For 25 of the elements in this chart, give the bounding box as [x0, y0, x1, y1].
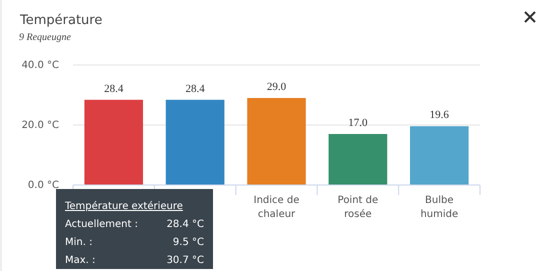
- y-tick-label: 40.0 °C: [22, 60, 60, 72]
- bar: [328, 134, 388, 185]
- data-label: 17.0: [348, 117, 368, 129]
- text: Température extérieure: [64, 201, 183, 212]
- text: Max. :: [65, 255, 96, 266]
- bar: [410, 126, 469, 185]
- text: Min. :: [65, 237, 92, 248]
- data-label: 28.4: [104, 82, 124, 95]
- x-tick-label: Indice de chaleur: [254, 195, 300, 220]
- bar: [166, 100, 224, 185]
- data-label: 29.0: [266, 81, 287, 93]
- text: 9.5 °C: [172, 237, 204, 248]
- bar: [84, 100, 144, 185]
- y-tick-label: 20.0 °C: [22, 120, 60, 132]
- y-tick-label: 0.0 °C: [28, 180, 60, 192]
- x-tick-label: Point de rosée: [338, 195, 378, 220]
- text: 28.4 °C: [166, 219, 204, 230]
- chart-subtitle: 9 Requeugne: [19, 32, 72, 43]
- x-tick-label: Bulbe humide: [420, 195, 458, 220]
- chart-title: Température: [19, 13, 102, 28]
- bar: [247, 98, 306, 185]
- data-label: 28.4: [185, 82, 206, 95]
- data-label: 19.6: [430, 109, 450, 122]
- text: Actuellement :: [65, 219, 138, 230]
- text: 30.7 °C: [166, 255, 204, 266]
